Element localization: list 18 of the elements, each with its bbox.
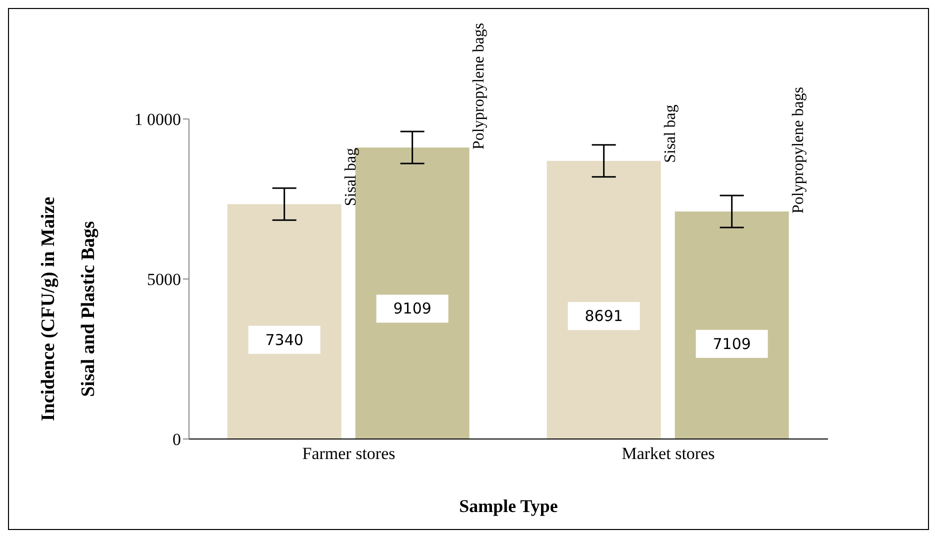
text: Polypropylene bags [470,22,488,150]
text: Polypropylene bags [790,86,808,214]
x-axis-title: Sample Type [459,496,558,516]
bar [227,204,342,439]
bar [674,212,789,439]
bar [546,160,661,439]
y-tick-label: 0 [172,430,181,450]
y-axis-title: Incidence (CFU/g) in Maize Sisal and Plastic Bags [38,196,100,422]
y-tick-label: 1 0000 [134,110,181,130]
data-label: 7109 [712,334,751,353]
data-label: 7340 [265,330,304,349]
y-tick-label: 5000 [147,270,181,290]
data-label: 9109 [393,300,432,318]
x-tick-label: Farmer stores [302,444,396,464]
x-tick-label: Market stores [622,444,715,464]
text: Sisal bag [342,148,360,206]
text: Sisal bag [662,104,680,163]
data-label: 8691 [584,307,623,326]
